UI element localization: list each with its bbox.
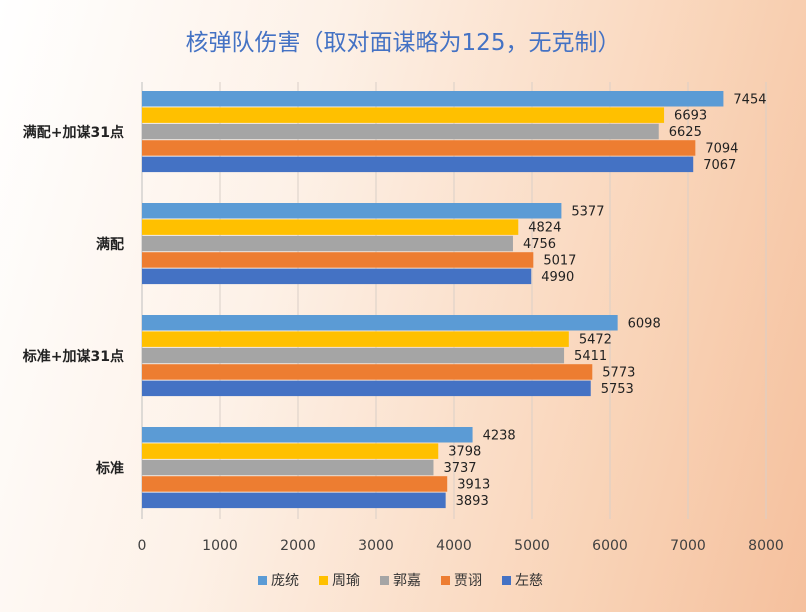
bar-value-label: 5773	[602, 365, 635, 380]
legend-label: 贾诩	[454, 573, 482, 589]
bar-value-label: 6625	[669, 125, 702, 140]
bar-value-label: 7067	[703, 158, 736, 173]
bar	[142, 156, 694, 173]
bar-value-label: 6693	[674, 109, 707, 124]
category-label: 标准	[95, 460, 124, 477]
x-tick-label: 6000	[592, 538, 628, 554]
x-tick-label: 2000	[280, 538, 316, 554]
bar-value-label: 3913	[457, 477, 490, 492]
legend-swatch	[319, 576, 328, 585]
bar	[142, 347, 565, 364]
bar	[142, 107, 665, 123]
bar	[142, 427, 473, 443]
legend-label: 郭嘉	[393, 572, 421, 589]
legend-label: 周瑜	[332, 573, 360, 589]
legend-swatch	[258, 576, 267, 585]
legend-label: 左慈	[515, 573, 543, 589]
bar	[142, 459, 434, 476]
bar	[142, 492, 446, 509]
bar-value-label: 5377	[571, 204, 604, 219]
x-tick-label: 5000	[514, 538, 550, 554]
bar	[142, 203, 562, 219]
legend-label: 庞统	[271, 573, 299, 589]
bar	[142, 140, 696, 156]
bars	[142, 91, 724, 509]
x-tick-label: 8000	[748, 538, 784, 554]
bar-value-label: 3737	[443, 461, 476, 476]
bar-value-label: 7094	[705, 141, 738, 156]
bar-value-label: 6098	[628, 316, 661, 331]
category-label: 标准+加谋31点	[22, 348, 124, 365]
bar-value-label: 3893	[456, 494, 489, 509]
x-tick-label: 0	[138, 538, 147, 554]
legend-swatch	[380, 576, 389, 585]
bar-value-label: 5017	[543, 253, 576, 268]
bar-value-label: 4990	[541, 270, 574, 285]
bar	[142, 315, 618, 331]
bar-value-label: 3798	[448, 445, 481, 460]
bar-value-label: 4824	[528, 221, 561, 236]
bar-value-label: 5472	[579, 333, 612, 348]
x-tick-label: 4000	[436, 538, 472, 554]
category-label: 满配	[96, 236, 124, 253]
bar	[142, 331, 569, 347]
bar	[142, 91, 724, 107]
bar-value-label: 7454	[733, 92, 766, 107]
x-tick-label: 3000	[358, 538, 394, 554]
bar-value-label: 4238	[483, 428, 516, 443]
value-axis: 0 1000 2000 3000 4000 5000 6000 7000 8000	[138, 538, 784, 554]
legend-swatch	[441, 576, 450, 585]
category-label: 满配+加谋31点	[23, 124, 124, 141]
x-tick-label: 1000	[202, 538, 238, 554]
bar	[142, 380, 591, 397]
bar	[142, 476, 448, 492]
legend: 庞统 周瑜 郭嘉 贾诩 左慈	[258, 572, 543, 589]
bar	[142, 268, 532, 285]
bar-value-label: 4756	[523, 237, 556, 252]
x-tick-label: 7000	[670, 538, 706, 554]
bar	[142, 443, 439, 459]
bar	[142, 219, 519, 235]
bar	[142, 235, 513, 252]
chart-title: 核弹队伤害（取对面谋略为125，无克制）	[186, 30, 621, 56]
bar	[142, 364, 593, 380]
bar	[142, 252, 534, 268]
bar-value-label: 5753	[601, 382, 634, 397]
bar	[142, 123, 659, 140]
bar-value-label: 5411	[574, 349, 607, 364]
legend-swatch	[502, 576, 511, 585]
